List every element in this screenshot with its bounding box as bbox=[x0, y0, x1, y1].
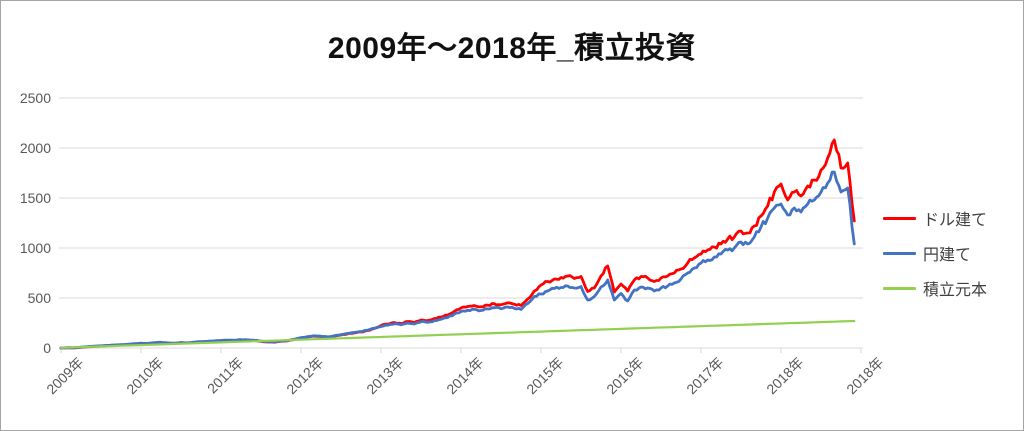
legend-line-swatch-usd bbox=[883, 216, 916, 220]
chart-title: 2009年～2018年_積立投資 bbox=[327, 32, 697, 65]
legend-item-principal: 積立元本 bbox=[883, 277, 1023, 299]
y-tick-label: 1000 bbox=[19, 240, 51, 256]
legend-line-swatch-jpy bbox=[883, 251, 916, 255]
y-tick-label: 0 bbox=[43, 340, 51, 356]
legend-line-swatch-principal bbox=[883, 286, 916, 290]
y-tick-label: 2500 bbox=[19, 90, 51, 106]
legend: ドル建て円建て積立元本 bbox=[883, 207, 1023, 312]
y-tick-label: 2000 bbox=[19, 140, 51, 156]
legend-label-jpy: 円建て bbox=[923, 247, 972, 264]
series-line-principal bbox=[59, 319, 856, 349]
y-tick-label: 1500 bbox=[19, 190, 51, 206]
legend-item-jpy: 円建て bbox=[883, 242, 1023, 264]
legend-label-usd: ドル建て bbox=[923, 212, 988, 229]
y-tick-label: 500 bbox=[27, 290, 51, 306]
series-line-usd bbox=[59, 138, 856, 350]
legend-label-principal: 積立元本 bbox=[923, 282, 988, 299]
legend-item-usd: ドル建て bbox=[883, 207, 1023, 229]
